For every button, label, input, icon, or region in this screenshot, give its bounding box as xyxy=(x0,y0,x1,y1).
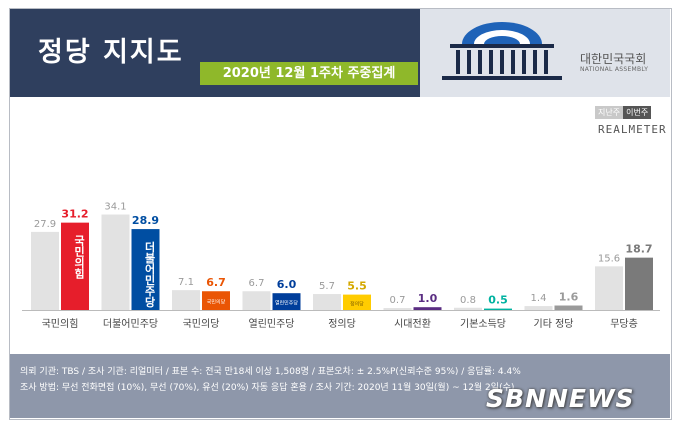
footer-line-1: 의뢰 기관: TBS / 조사 기관: 리얼미터 / 표본 수: 전국 만18세… xyxy=(20,367,521,377)
party-logo-2: 국민의당 xyxy=(207,299,226,306)
category-label-7: 기타 정당 xyxy=(534,318,574,330)
bar-curr-3 xyxy=(272,293,301,310)
survey-footer xyxy=(10,354,670,418)
sbnnews-watermark: SBNNEWS xyxy=(486,384,635,413)
page-title: 정당 지지도 xyxy=(38,37,184,68)
category-label-8: 무당층 xyxy=(610,318,638,330)
bar-prev-8 xyxy=(595,266,623,310)
realmeter-logo: REALMETER xyxy=(598,123,667,136)
legend-prev-week: 지난주 xyxy=(595,106,624,119)
category-label-1: 더불어민주당 xyxy=(103,318,158,330)
value-label-prev-3: 6.7 xyxy=(249,278,265,289)
assembly-name-english: NATIONAL ASSEMBLY xyxy=(580,66,649,73)
party-logo-4: 정의당 xyxy=(350,300,364,307)
bar-prev-6 xyxy=(454,307,482,310)
value-label-curr-2: 6.7 xyxy=(206,276,226,289)
bar-prev-1 xyxy=(101,214,130,310)
bar-prev-2 xyxy=(172,290,200,310)
national-assembly-icon xyxy=(442,22,562,80)
bar-prev-5 xyxy=(383,308,412,310)
party-logo-1: 더불어민주당 xyxy=(143,240,156,308)
value-label-prev-0: 27.9 xyxy=(34,219,56,230)
bar-prev-4 xyxy=(313,294,341,310)
bar-prev-0 xyxy=(31,231,59,310)
value-label-prev-7: 1.4 xyxy=(531,293,547,304)
category-label-3: 열린민주당 xyxy=(249,318,295,330)
value-label-curr-0: 31.2 xyxy=(61,208,88,221)
value-label-curr-5: 1.0 xyxy=(418,292,438,305)
bar-prev-7 xyxy=(524,306,553,310)
value-label-curr-7: 1.6 xyxy=(559,291,579,304)
bar-curr-8 xyxy=(625,257,653,310)
value-label-curr-8: 18.7 xyxy=(625,243,652,256)
legend-this-week: 이번주 xyxy=(623,106,652,119)
party-logo-0: 국민의힘 xyxy=(73,234,86,278)
category-label-6: 기본소득당 xyxy=(460,318,506,330)
assembly-name-korean: 대한민국국회 xyxy=(580,52,647,66)
value-label-curr-3: 6.0 xyxy=(277,278,297,291)
value-label-prev-2: 7.1 xyxy=(178,277,194,288)
category-label-4: 정의당 xyxy=(328,318,356,330)
value-label-curr-1: 28.9 xyxy=(132,214,159,227)
party-logo-3: 열린민주당 xyxy=(275,300,298,307)
bar-curr-4 xyxy=(343,294,371,310)
bar-curr-0 xyxy=(61,222,89,310)
value-label-prev-4: 5.7 xyxy=(319,281,335,292)
bar-prev-3 xyxy=(242,291,271,310)
bar-curr-5 xyxy=(413,307,442,310)
chart-legend: 지난주 이번주 xyxy=(595,106,652,119)
value-label-curr-6: 0.5 xyxy=(488,294,508,307)
value-label-prev-6: 0.8 xyxy=(460,295,476,306)
category-label-5: 시대전환 xyxy=(394,318,431,330)
bar-curr-2 xyxy=(202,291,230,310)
survey-week-banner: 2020년 12월 1주차 주중집계 xyxy=(200,62,418,85)
value-label-prev-1: 34.1 xyxy=(104,202,126,213)
value-label-prev-8: 15.6 xyxy=(598,253,620,264)
footer-line-2: 조사 방법: 무선 전화면접 (10%), 무선 (70%), 유선 (20%)… xyxy=(20,383,515,393)
category-label-2: 국민의당 xyxy=(183,318,220,330)
bar-curr-7 xyxy=(554,305,583,310)
category-label-0: 국민의힘 xyxy=(42,318,79,330)
bar-curr-1 xyxy=(131,229,160,310)
value-label-curr-4: 5.5 xyxy=(347,280,367,293)
bar-curr-6 xyxy=(484,308,512,310)
value-label-prev-5: 0.7 xyxy=(390,295,406,306)
